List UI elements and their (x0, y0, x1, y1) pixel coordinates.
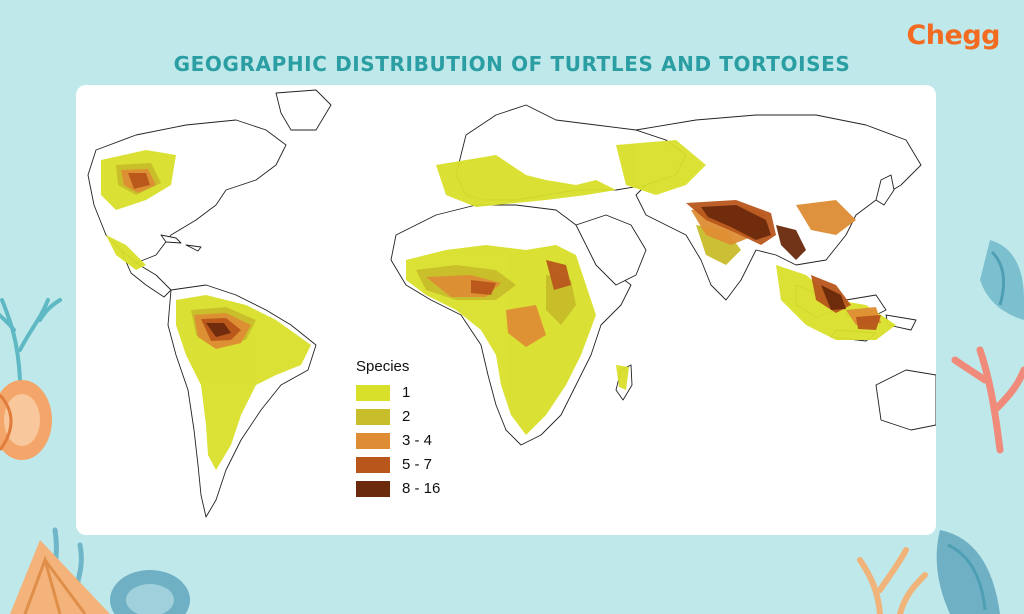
legend: Species 1 2 3 - 4 5 - 7 8 - 16 (356, 358, 440, 501)
legend-item: 3 - 4 (356, 429, 440, 452)
legend-swatch (356, 384, 390, 401)
legend-label: 3 - 4 (402, 432, 433, 449)
coral-bottom-right-icon (857, 547, 928, 614)
arabia-outline (575, 214, 647, 286)
legend-item: 2 (356, 405, 440, 428)
legend-label: 5 - 7 (402, 456, 433, 473)
legend-label: 2 (402, 408, 411, 425)
legend-swatch (356, 480, 390, 497)
greenland-outline (275, 89, 332, 131)
legend-item: 1 (356, 381, 440, 404)
legend-swatch (356, 456, 390, 473)
japan-outline (875, 174, 895, 206)
world-map (87, 89, 936, 518)
legend-label: 8 - 16 (402, 480, 441, 497)
species-range-8-16 (206, 205, 846, 337)
legend-item: 8 - 16 (356, 477, 440, 500)
legend-swatch (356, 408, 390, 425)
australia-outline (875, 369, 936, 431)
page-title: GEOGRAPHIC DISTRIBUTION OF TURTLES AND T… (173, 52, 851, 76)
legend-title: Species (356, 358, 410, 375)
legend-item: 5 - 7 (356, 453, 440, 476)
shell-bottom-right-icon (936, 530, 1000, 614)
coral-right-icon (951, 346, 1024, 454)
caribbean-islands (160, 234, 202, 252)
coral-left-icon (0, 298, 62, 382)
shell-right-icon (980, 240, 1024, 320)
chegg-logo[interactable]: Chegg (906, 20, 1000, 51)
shell-left-icon (0, 380, 52, 460)
legend-swatch (356, 432, 390, 449)
map-card: Species 1 2 3 - 4 5 - 7 8 - 16 (76, 85, 936, 535)
legend-label: 1 (402, 384, 411, 401)
shell-bottom-left-icon (10, 540, 190, 614)
